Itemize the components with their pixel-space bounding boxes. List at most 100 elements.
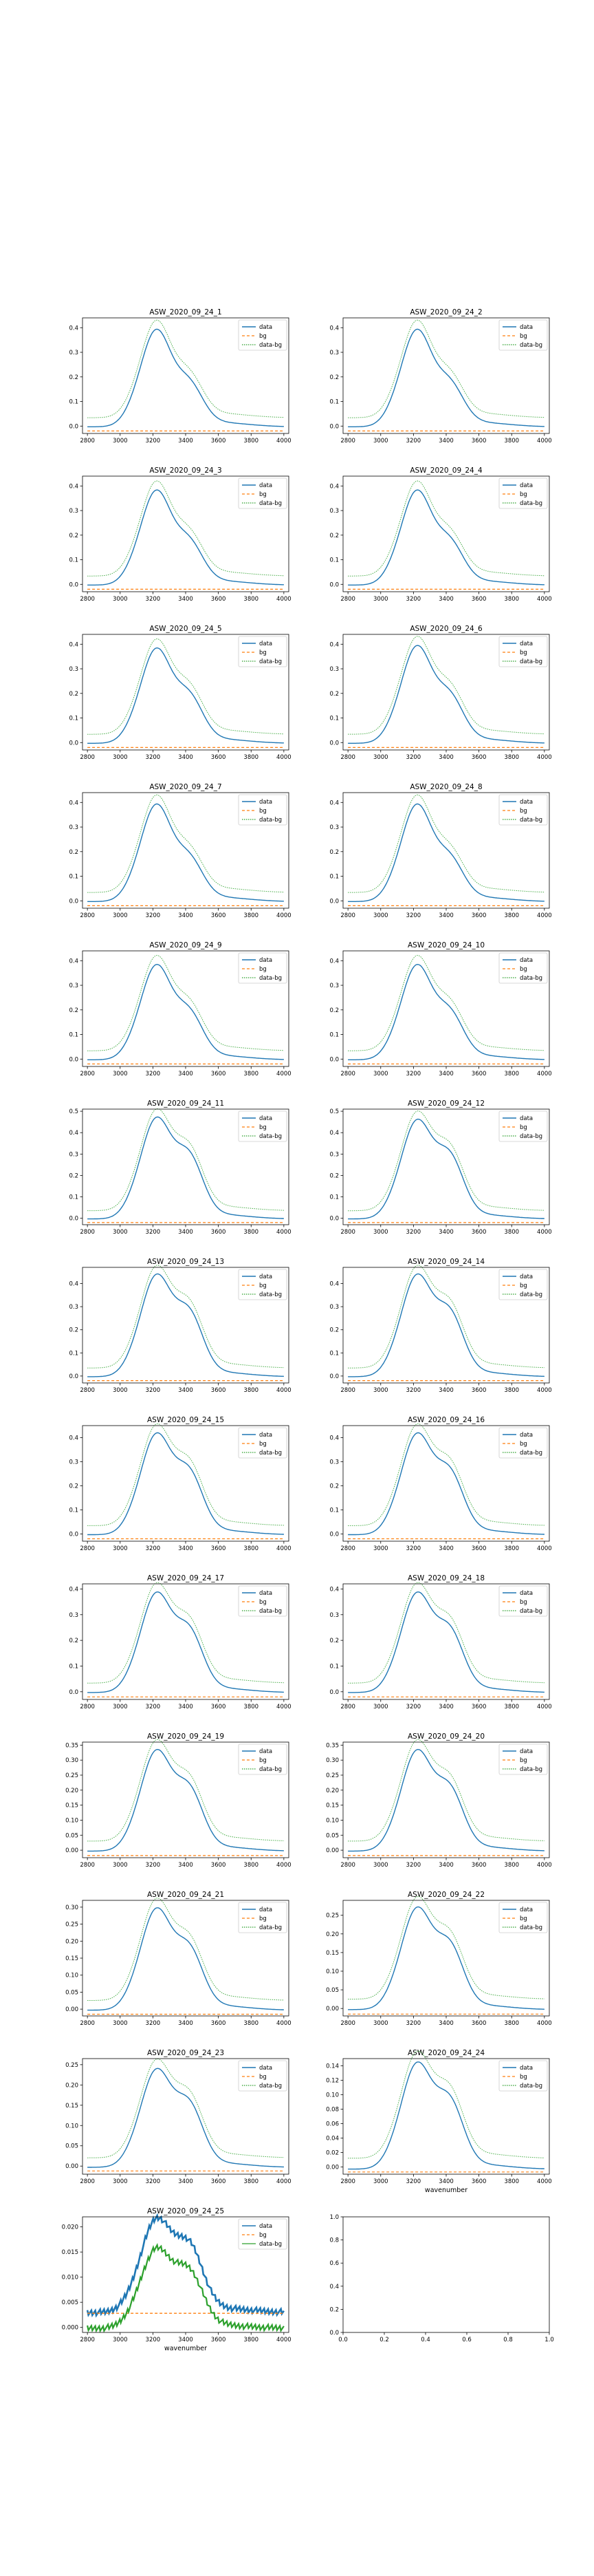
- x-tick-label: 2800: [340, 1071, 355, 1077]
- x-tick-label: 3600: [211, 438, 226, 444]
- y-tick-label: 0.00: [65, 2163, 78, 2170]
- legend-label-3: data-bg: [520, 658, 542, 665]
- x-tick-label: 4000: [276, 912, 292, 919]
- x-tick-label: 3800: [243, 1862, 258, 1869]
- y-tick-label: 0.4: [69, 1281, 78, 1288]
- x-tick-label: 3200: [146, 2178, 161, 2185]
- legend-label-2: bg: [259, 333, 267, 340]
- y-tick-label: 0.25: [326, 1913, 339, 1920]
- legend-label-3: data-bg: [520, 1133, 542, 1140]
- y-tick-label: 0.1: [69, 1350, 78, 1357]
- x-tick-label: 3800: [243, 1387, 258, 1394]
- x-tick-label: 3000: [113, 1387, 128, 1394]
- subplot-title: ASW_2020_09_24_7: [149, 783, 221, 791]
- subplot-13: ASW_2020_09_24_13 2800 3000 3200 3400 3600 380…: [69, 1258, 291, 1394]
- y-tick-label: 0.2: [69, 1007, 78, 1014]
- x-tick-label: 3000: [373, 2020, 388, 2027]
- y-tick-label: 0.4: [329, 2284, 339, 2290]
- y-tick-label: 0.15: [326, 1950, 339, 1957]
- legend-label-3: data-bg: [259, 1924, 282, 1931]
- x-tick-label: 3400: [178, 596, 193, 603]
- x-tick-label: 4000: [537, 1071, 552, 1077]
- y-tick-label: 0.3: [69, 1612, 78, 1619]
- legend-label-3: data-bg: [520, 817, 542, 824]
- legend-label-3: data-bg: [520, 2083, 542, 2090]
- legend-label-3: data-bg: [259, 1608, 282, 1615]
- y-tick-label: 0.4: [329, 958, 339, 965]
- x-tick-label: 3200: [406, 1704, 421, 1710]
- legend-box: [498, 1110, 548, 1142]
- x-tick-label: 2800: [340, 1387, 355, 1394]
- y-tick-label: 0.30: [65, 1757, 78, 1764]
- y-tick-label: 0.0: [69, 740, 78, 747]
- x-tick-label: 2800: [80, 1229, 95, 1236]
- y-tick-label: 0.4: [329, 1435, 339, 1442]
- x-tick-label: 2800: [340, 438, 355, 444]
- x-tick-label: 1.0: [544, 2337, 554, 2343]
- y-tick-label: 0.00: [326, 2006, 339, 2012]
- x-tick-label: 4000: [276, 1704, 292, 1710]
- x-tick-label: 2800: [80, 912, 95, 919]
- y-tick-label: 0.3: [329, 983, 339, 989]
- y-tick-label: 0.2: [329, 533, 339, 539]
- subplot-23: ASW_2020_09_24_23 2800 3000 3200 3400 3600 380…: [65, 2049, 292, 2185]
- legend-label-2: bg: [520, 966, 527, 973]
- x-tick-label: 4000: [537, 754, 552, 761]
- y-tick-label: 0.2: [329, 1172, 339, 1179]
- series-data-line: [348, 1432, 544, 1536]
- x-tick-label: 3400: [178, 1387, 193, 1394]
- x-tick-label: 2800: [80, 2178, 95, 2185]
- legend: data bg data-bg: [238, 1269, 287, 1300]
- legend-label-3: data-bg: [259, 817, 282, 824]
- x-tick-label: 3000: [113, 1862, 128, 1869]
- legend-label-1: data: [259, 1274, 272, 1280]
- y-tick-label: 0.1: [69, 1194, 78, 1201]
- y-tick-label: 0.08: [326, 2107, 339, 2114]
- x-tick-label: 3400: [178, 1071, 193, 1077]
- series-data-bg-line: [348, 1896, 544, 2000]
- subplot-title: ASW_2020_09_24_8: [410, 783, 482, 791]
- y-tick-label: 0.20: [65, 1938, 78, 1945]
- x-tick-label: 3400: [178, 2020, 193, 2027]
- legend-label-1: data: [259, 482, 272, 489]
- legend-label-1: data: [520, 1590, 533, 1597]
- legend-box: [238, 794, 287, 826]
- legend-label-1: data: [520, 799, 533, 806]
- x-tick-label: 3600: [211, 596, 226, 603]
- legend-label-3: data-bg: [259, 1450, 282, 1457]
- y-tick-label: 0.3: [329, 824, 339, 831]
- x-tick-label: 4000: [537, 596, 552, 603]
- x-tick-label: 2800: [80, 1862, 95, 1869]
- x-tick-label: 3200: [146, 754, 161, 761]
- series-data-bg-line: [87, 1739, 284, 1842]
- y-tick-label: 0.3: [69, 1459, 78, 1466]
- legend: data bg data-bg: [238, 1427, 287, 1459]
- subplot-title: ASW_2020_09_24_22: [408, 1891, 485, 1899]
- legend-label-3: data-bg: [520, 1766, 542, 1773]
- legend-label-1: data: [259, 799, 272, 806]
- x-tick-label: 3200: [406, 1071, 421, 1077]
- x-tick-label: 4000: [276, 2020, 292, 2027]
- legend: data bg data-bg: [498, 636, 548, 667]
- y-tick-label: 0.3: [69, 1304, 78, 1311]
- x-tick-label: 4000: [537, 1704, 552, 1710]
- legend: data bg data-bg: [498, 1110, 548, 1142]
- axes-frame: [82, 1108, 289, 1225]
- axes-frame: [82, 1741, 289, 1858]
- y-tick-label: 0.20: [326, 1788, 339, 1794]
- legend-label-1: data: [259, 641, 272, 647]
- series-data-line: [348, 1118, 544, 1220]
- legend: data bg data-bg: [238, 477, 287, 509]
- x-tick-label: 3000: [373, 1862, 388, 1869]
- y-tick-label: 0.3: [329, 666, 339, 673]
- subplot-7: ASW_2020_09_24_7 2800 3000 3200 3400 3600 3800…: [69, 783, 291, 919]
- x-tick-label: 3200: [146, 438, 161, 444]
- x-tick-label: 2800: [80, 1387, 95, 1394]
- y-tick-label: 0.05: [65, 1832, 78, 1839]
- subplot-21: ASW_2020_09_24_21 2800 3000 3200 3400 3600 380…: [65, 1891, 292, 2027]
- series-data-bg-line: [348, 1265, 544, 1368]
- y-tick-label: 0.3: [329, 1304, 339, 1311]
- subplot-19: ASW_2020_09_24_19 2800 3000 3200 3400 3600 380…: [65, 1732, 292, 1869]
- series-data-bg-line: [348, 1423, 544, 1526]
- series-data-line: [348, 803, 544, 903]
